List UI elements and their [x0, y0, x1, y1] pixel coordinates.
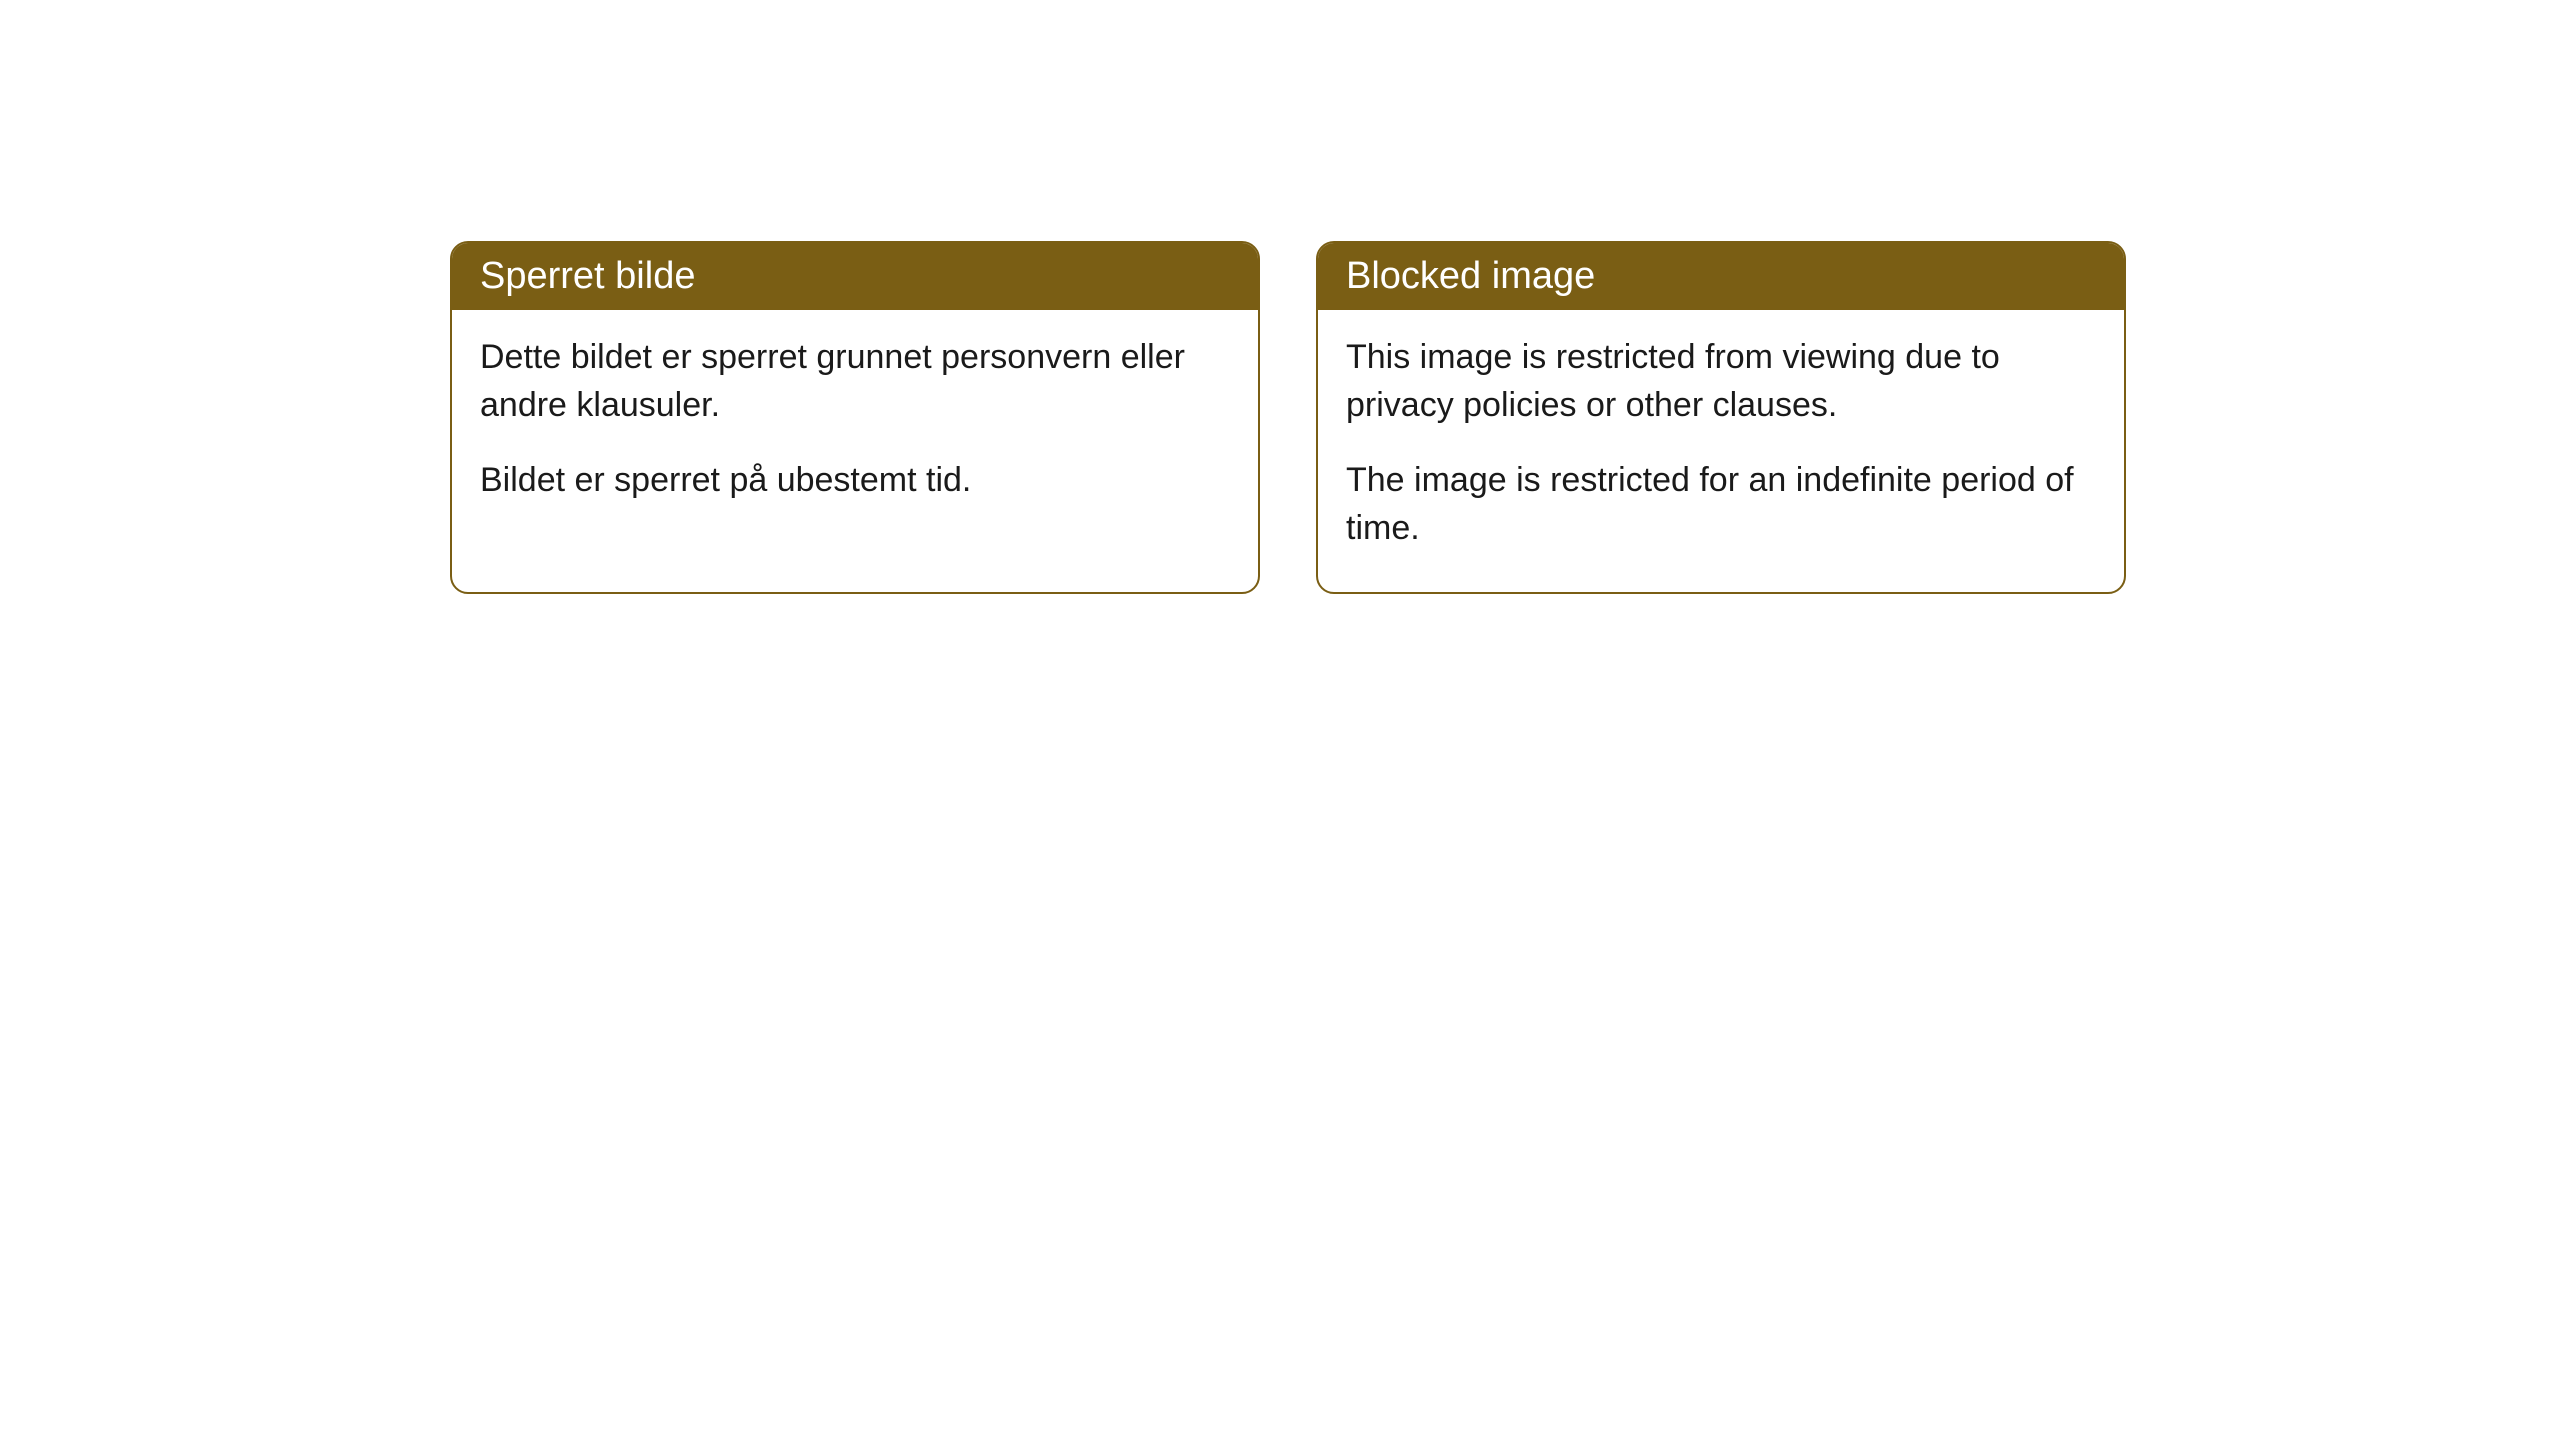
card-paragraph: Bildet er sperret på ubestemt tid.	[480, 457, 1230, 505]
card-body: Dette bildet er sperret grunnet personve…	[452, 310, 1258, 545]
card-title: Blocked image	[1346, 255, 1595, 297]
info-card-english: Blocked image This image is restricted f…	[1316, 241, 2126, 594]
card-paragraph: This image is restricted from viewing du…	[1346, 334, 2096, 429]
card-header: Blocked image	[1318, 243, 2124, 310]
card-body: This image is restricted from viewing du…	[1318, 310, 2124, 592]
card-paragraph: The image is restricted for an indefinit…	[1346, 457, 2096, 552]
info-card-norwegian: Sperret bilde Dette bildet er sperret gr…	[450, 241, 1260, 594]
card-header: Sperret bilde	[452, 243, 1258, 310]
cards-container: Sperret bilde Dette bildet er sperret gr…	[450, 241, 2126, 594]
card-paragraph: Dette bildet er sperret grunnet personve…	[480, 334, 1230, 429]
card-title: Sperret bilde	[480, 255, 695, 297]
